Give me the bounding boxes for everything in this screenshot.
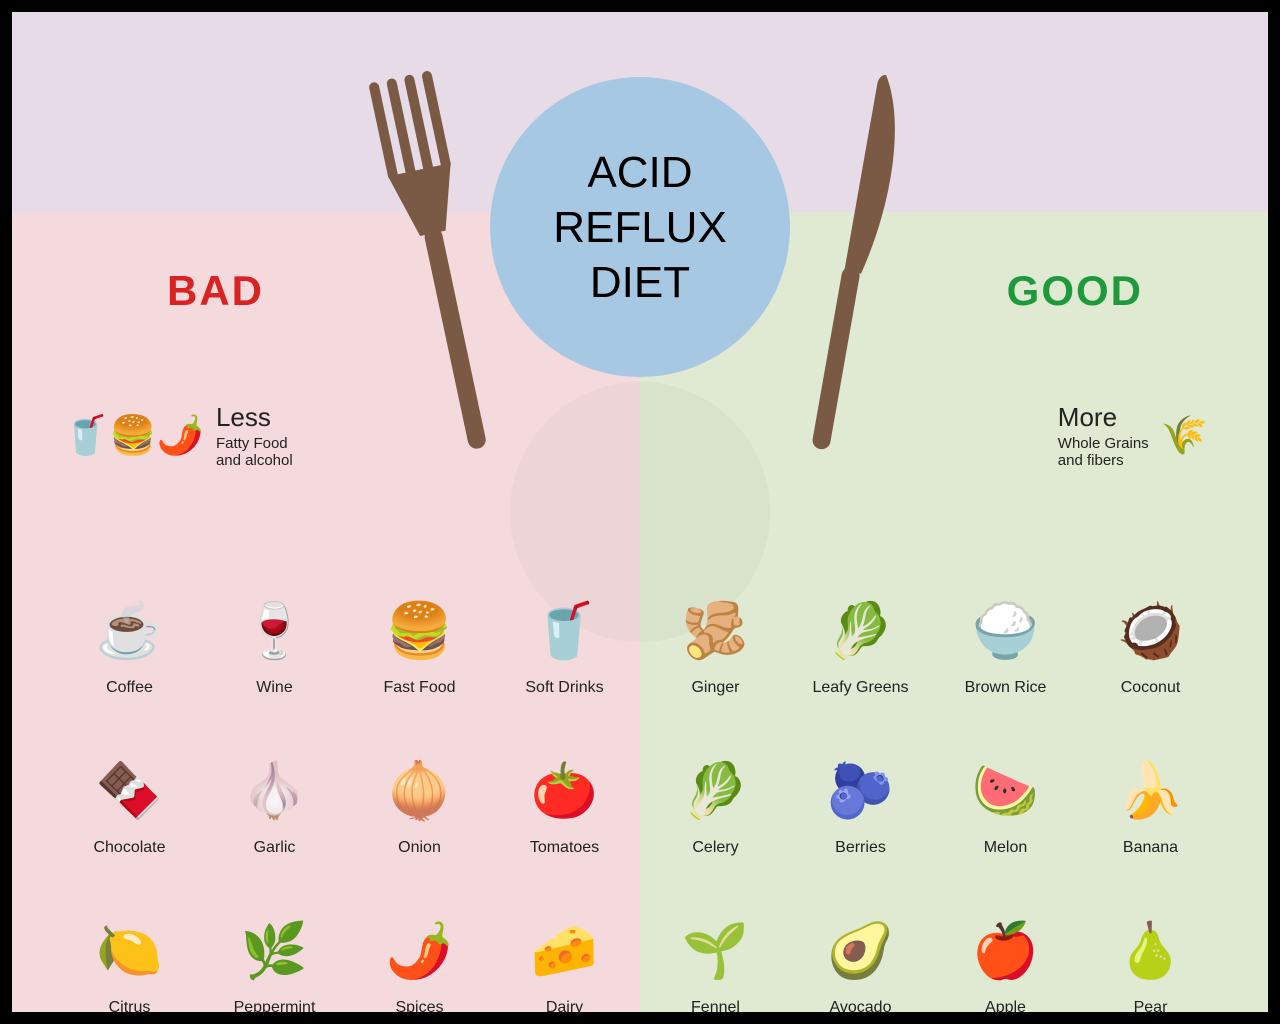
bad-item-peppermint: 🌿 Peppermint xyxy=(207,867,342,1017)
title-line1: ACID xyxy=(587,148,692,197)
bad-heading: BAD xyxy=(167,267,264,315)
bad-item-garlic: 🧄 Garlic xyxy=(207,707,342,857)
good-item-fennel: 🌱 Fennel xyxy=(648,867,783,1017)
good-item-leafy-greens: 🥬 Leafy Greens xyxy=(793,547,928,697)
good-heading: GOOD xyxy=(1007,267,1143,315)
bad-item-label: Dairy xyxy=(546,999,583,1017)
citrus-icon: 🍋 xyxy=(96,911,163,991)
good-item-berries: 🫐 Berries xyxy=(793,707,928,857)
fast-food-icon: 🍔 xyxy=(386,591,453,671)
wine-icon: 🍷 xyxy=(241,591,308,671)
bad-item-chocolate: 🍫 Chocolate xyxy=(62,707,197,857)
good-item-coconut: 🥥 Coconut xyxy=(1083,547,1218,697)
bad-item-citrus: 🍋 Citrus xyxy=(62,867,197,1017)
chocolate-icon: 🍫 xyxy=(96,751,163,831)
good-sub-icon: 🌾 xyxy=(1161,414,1208,458)
brown-rice-icon: 🍚 xyxy=(972,591,1039,671)
good-item-pear: 🍐 Pear xyxy=(1083,867,1218,1017)
bad-item-label: Citrus xyxy=(109,999,151,1017)
bad-item-label: Onion xyxy=(398,839,441,857)
good-item-label: Celery xyxy=(692,839,738,857)
good-item-banana: 🍌 Banana xyxy=(1083,707,1218,857)
avocado-icon: 🥑 xyxy=(827,911,894,991)
bad-item-label: Coffee xyxy=(106,679,153,697)
good-item-label: Melon xyxy=(984,839,1028,857)
peppermint-icon: 🌿 xyxy=(241,911,308,991)
coconut-icon: 🥥 xyxy=(1117,591,1184,671)
bad-item-dairy: 🧀 Dairy xyxy=(497,867,632,1017)
bad-grid: ☕ Coffee 🍷 Wine 🍔 Fast Food 🥤 Soft Drinks 🍫 Choco… xyxy=(62,547,632,1017)
bad-item-coffee: ☕ Coffee xyxy=(62,547,197,697)
spices-icon: 🌶️ xyxy=(386,911,453,991)
good-item-label: Ginger xyxy=(691,679,739,697)
title-text: ACID REFLUX DIET xyxy=(553,145,727,310)
onion-icon: 🧅 xyxy=(386,751,453,831)
good-item-apple: 🍎 Apple xyxy=(938,867,1073,1017)
fennel-icon: 🌱 xyxy=(682,911,749,991)
good-sub-title: More xyxy=(1058,402,1149,433)
good-item-avocado: 🥑 Avocado xyxy=(793,867,928,1017)
celery-icon: 🥬 xyxy=(682,751,749,831)
bad-item-label: Chocolate xyxy=(93,839,165,857)
bad-sub-title: Less xyxy=(216,402,293,433)
apple-icon: 🍎 xyxy=(972,911,1039,991)
soft-drinks-icon: 🥤 xyxy=(531,591,598,671)
bad-item-tomatoes: 🍅 Tomatoes xyxy=(497,707,632,857)
good-sub-desc: Whole Grains and fibers xyxy=(1058,435,1149,469)
coffee-icon: ☕ xyxy=(96,591,163,671)
bad-item-wine: 🍷 Wine xyxy=(207,547,342,697)
good-item-label: Pear xyxy=(1134,999,1168,1017)
bad-item-label: Wine xyxy=(256,679,292,697)
pear-icon: 🍐 xyxy=(1117,911,1184,991)
bad-item-soft-drinks: 🥤 Soft Drinks xyxy=(497,547,632,697)
good-item-ginger: 🫚 Ginger xyxy=(648,547,783,697)
bad-item-fast-food: 🍔 Fast Food xyxy=(352,547,487,697)
dairy-icon: 🧀 xyxy=(531,911,598,991)
bad-sub-box: 🥤🍔🌶️ Less Fatty Food and alcohol xyxy=(62,402,293,469)
good-item-label: Berries xyxy=(835,839,886,857)
berries-icon: 🫐 xyxy=(827,751,894,831)
good-item-label: Coconut xyxy=(1121,679,1181,697)
bad-item-label: Tomatoes xyxy=(530,839,599,857)
melon-icon: 🍉 xyxy=(972,751,1039,831)
bad-sub-desc: Fatty Food and alcohol xyxy=(216,435,293,469)
good-item-label: Leafy Greens xyxy=(812,679,908,697)
good-item-celery: 🥬 Celery xyxy=(648,707,783,857)
bad-item-label: Garlic xyxy=(254,839,296,857)
bad-item-label: Fast Food xyxy=(383,679,455,697)
good-item-label: Banana xyxy=(1123,839,1178,857)
banana-icon: 🍌 xyxy=(1117,751,1184,831)
good-item-label: Avocado xyxy=(830,999,892,1017)
tomatoes-icon: 🍅 xyxy=(531,751,598,831)
bad-item-spices: 🌶️ Spices xyxy=(352,867,487,1017)
good-item-label: Brown Rice xyxy=(965,679,1047,697)
good-sub-box: More Whole Grains and fibers 🌾 xyxy=(1058,402,1208,469)
good-item-label: Apple xyxy=(985,999,1026,1017)
bad-item-label: Spices xyxy=(395,999,443,1017)
title-circle: ACID REFLUX DIET xyxy=(490,77,790,377)
good-grid: 🫚 Ginger 🥬 Leafy Greens 🍚 Brown Rice 🥥 Coconut 🥬… xyxy=(648,547,1218,1017)
title-line3: DIET xyxy=(590,258,690,307)
good-item-brown-rice: 🍚 Brown Rice xyxy=(938,547,1073,697)
title-line2: REFLUX xyxy=(553,203,727,252)
bad-item-onion: 🧅 Onion xyxy=(352,707,487,857)
bad-item-label: Peppermint xyxy=(234,999,316,1017)
bad-sub-icon: 🥤🍔🌶️ xyxy=(62,414,204,458)
good-item-melon: 🍉 Melon xyxy=(938,707,1073,857)
ginger-icon: 🫚 xyxy=(682,591,749,671)
bad-item-label: Soft Drinks xyxy=(525,679,603,697)
leafy-greens-icon: 🥬 xyxy=(827,591,894,671)
good-item-label: Fennel xyxy=(691,999,740,1017)
garlic-icon: 🧄 xyxy=(241,751,308,831)
